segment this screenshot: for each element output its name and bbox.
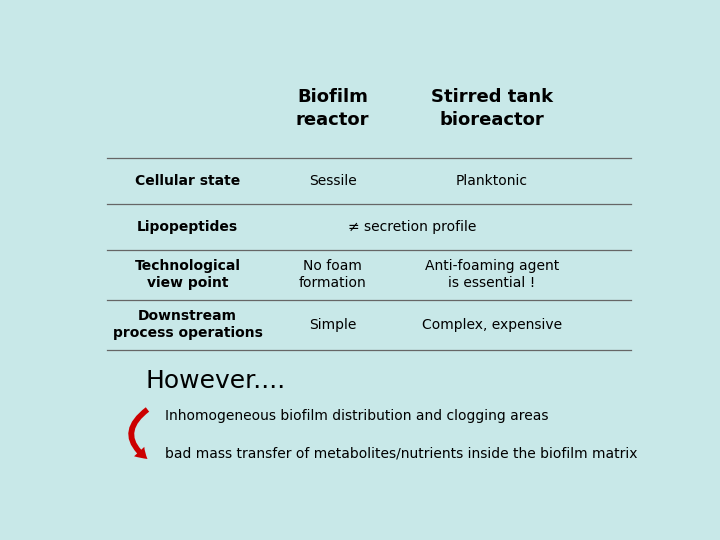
Text: Planktonic: Planktonic <box>456 174 528 188</box>
FancyArrowPatch shape <box>128 407 149 459</box>
Text: bad mass transfer of metabolites/nutrients inside the biofilm matrix: bad mass transfer of metabolites/nutrien… <box>166 447 638 461</box>
Text: No foam
formation: No foam formation <box>299 259 366 291</box>
Text: Technological
view point: Technological view point <box>135 259 240 291</box>
Text: ≠ secretion profile: ≠ secretion profile <box>348 220 477 234</box>
Text: Downstream
process operations: Downstream process operations <box>113 309 263 340</box>
Text: However....: However.... <box>145 369 286 393</box>
Text: Stirred tank
bioreactor: Stirred tank bioreactor <box>431 89 553 129</box>
Text: Complex, expensive: Complex, expensive <box>422 318 562 332</box>
Text: Anti-foaming agent
is essential !: Anti-foaming agent is essential ! <box>425 259 559 291</box>
Text: Cellular state: Cellular state <box>135 174 240 188</box>
Text: Sessile: Sessile <box>309 174 356 188</box>
Text: Biofilm
reactor: Biofilm reactor <box>296 89 369 129</box>
Text: Inhomogeneous biofilm distribution and clogging areas: Inhomogeneous biofilm distribution and c… <box>166 409 549 423</box>
Text: Simple: Simple <box>309 318 356 332</box>
Text: Lipopeptides: Lipopeptides <box>137 220 238 234</box>
